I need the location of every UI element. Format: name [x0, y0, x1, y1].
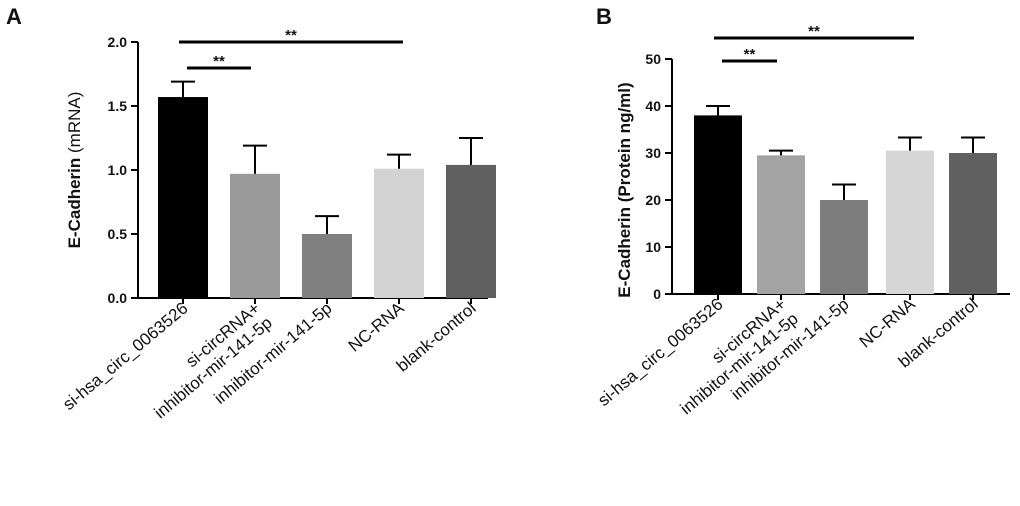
panel-a-significance-label: **	[285, 27, 297, 44]
panel-a-y-tick-label: 1.0	[108, 162, 128, 178]
panel-b-y-axis-title-unit: (Protein ng/ml)	[615, 82, 634, 202]
panel-a-letter: A	[6, 4, 22, 29]
panel-b-bar	[757, 155, 805, 294]
panel-b-y-tick-label: 30	[645, 145, 661, 161]
panel-a-y-tick-label: 2.0	[108, 34, 128, 50]
panel-b-category-label: NC-RNA	[856, 294, 919, 351]
panel-b-y-tick-label: 0	[653, 286, 661, 302]
panel-a-y-axis-title-unit: (mRNA)	[65, 92, 84, 153]
panel-a-bar	[230, 173, 280, 298]
panel-b-y-tick-label: 50	[645, 51, 661, 67]
panel-b-bar	[949, 153, 997, 294]
panel-a-category-label-line: NC-RNA	[345, 298, 408, 355]
panel-b-category-label-line: NC-RNA	[856, 294, 919, 351]
panel-a-category-label: blank-control	[393, 299, 480, 376]
panel-b-significance-label: **	[808, 23, 820, 40]
panel-b-bar	[694, 115, 742, 295]
panel-a: A0.00.51.01.52.0E-Cadherin (mRNA)si-hsa_…	[6, 4, 496, 422]
panel-b-y-tick-label: 20	[645, 192, 661, 208]
panel-a-y-tick-label: 0.5	[108, 226, 128, 242]
panel-b-y-tick-label: 10	[645, 239, 661, 255]
panel-b-bar	[886, 150, 934, 294]
panel-a-bar	[446, 164, 496, 298]
panel-b-y-tick-label: 40	[645, 98, 661, 114]
panel-b-letter: B	[596, 4, 612, 29]
panel-a-y-tick-label: 0.0	[108, 290, 128, 306]
panel-a-category-label: NC-RNA	[345, 298, 408, 355]
panel-a-y-tick-label: 1.5	[108, 98, 128, 114]
panel-b-bar	[820, 200, 868, 294]
panel-a-bar	[302, 234, 352, 298]
panel-a-y-axis-title: E-Cadherin (mRNA)	[65, 92, 84, 249]
panel-b-significance-label: **	[744, 46, 756, 63]
panel-a-bar	[374, 168, 424, 298]
panel-a-bar	[158, 97, 208, 298]
panel-a-category-label-line: blank-control	[393, 299, 480, 376]
panel-b-y-axis-title: E-Cadherin (Protein ng/ml)	[615, 82, 634, 297]
panel-b-y-axis-title-main: E-Cadherin	[615, 207, 634, 298]
panel-a-significance-label: **	[213, 53, 225, 70]
panel-a-y-axis-title-main: E-Cadherin	[65, 158, 84, 249]
